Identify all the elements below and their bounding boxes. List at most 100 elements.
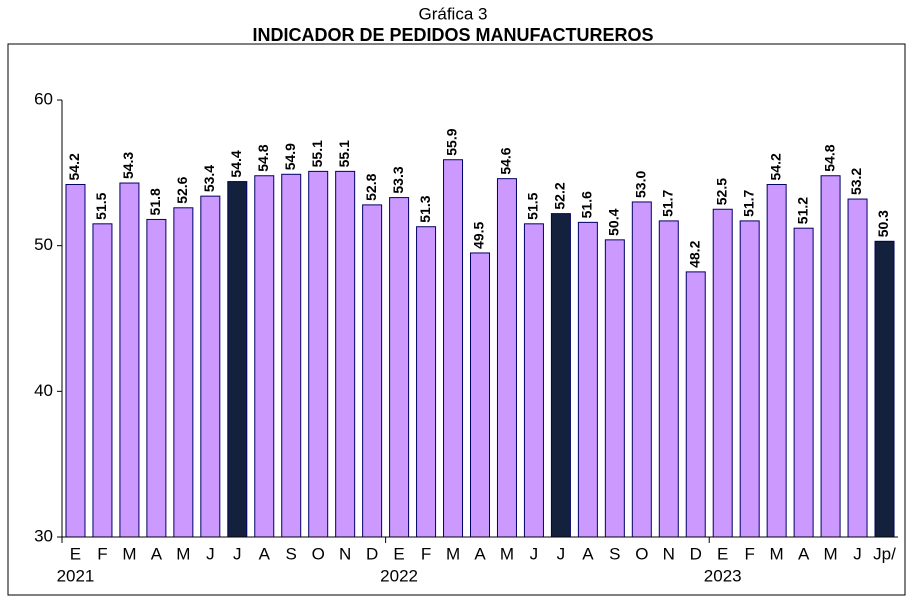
x-tick-label: M <box>122 544 136 563</box>
data-label: 54.8 <box>255 144 271 171</box>
bar <box>281 173 302 538</box>
bar <box>712 208 733 538</box>
x-tick-label: J <box>233 544 242 563</box>
x-tick-label: A <box>798 544 810 563</box>
x-tick-label: E <box>70 544 81 563</box>
data-label: 51.2 <box>794 197 810 224</box>
x-tick-label: A <box>259 544 271 563</box>
bar <box>335 170 356 538</box>
bar <box>496 178 517 538</box>
data-label: 51.6 <box>579 191 595 218</box>
x-tick-label: J <box>853 544 862 563</box>
data-label: 51.5 <box>525 192 541 219</box>
x-tick-label: E <box>393 544 404 563</box>
x-tick-label: S <box>609 544 620 563</box>
data-label: 50.3 <box>875 210 891 237</box>
data-label: 54.6 <box>498 147 514 174</box>
data-label: 52.5 <box>713 178 729 205</box>
bar <box>470 252 490 538</box>
x-tick-label: D <box>366 544 378 563</box>
chart-title: Gráfica 3 <box>419 4 488 23</box>
data-label: 50.4 <box>606 208 622 235</box>
x-tick-label: S <box>286 544 297 563</box>
x-tick-label: J <box>557 544 566 563</box>
data-label: 51.7 <box>740 189 756 216</box>
bar <box>577 221 598 538</box>
x-tick-label: M <box>500 544 514 563</box>
group-label: 2023 <box>704 566 742 585</box>
data-label: 51.8 <box>147 188 163 215</box>
x-tick-label: M <box>176 544 190 563</box>
x-tick-label: N <box>663 544 675 563</box>
x-tick-label: M <box>823 544 837 563</box>
x-tick-label: N <box>339 544 351 563</box>
data-label: 54.9 <box>282 143 298 170</box>
bar <box>173 207 194 538</box>
bar <box>793 227 814 538</box>
bar <box>389 197 410 538</box>
x-tick-label: O <box>312 544 325 563</box>
y-tick-label: 50 <box>34 235 53 254</box>
data-label: 53.2 <box>848 168 864 195</box>
x-tick-label: M <box>446 544 460 563</box>
data-label: 52.8 <box>363 173 379 200</box>
bar <box>227 181 248 538</box>
bar <box>631 201 652 538</box>
bar <box>766 183 787 538</box>
data-label: 55.1 <box>309 140 325 167</box>
x-tick-label: A <box>474 544 486 563</box>
group-label: 2021 <box>57 566 95 585</box>
x-tick-label: O <box>635 544 648 563</box>
bar <box>443 159 464 538</box>
data-label: 52.2 <box>552 182 568 209</box>
chart-frame <box>7 43 906 596</box>
x-tick-label: F <box>97 544 107 563</box>
x-tick-label: E <box>717 544 728 563</box>
bar <box>65 183 86 538</box>
data-label: 48.2 <box>686 240 702 267</box>
x-tick-label: J <box>530 544 539 563</box>
x-tick-label: D <box>690 544 702 563</box>
x-tick-label: A <box>582 544 594 563</box>
bar <box>308 170 329 538</box>
y-tick-label: 60 <box>34 89 53 108</box>
data-label: 53.4 <box>201 165 217 192</box>
bar <box>362 204 383 538</box>
data-label: 53.0 <box>633 171 649 198</box>
y-tick-label: 30 <box>34 526 53 545</box>
x-tick-label: F <box>744 544 754 563</box>
bar <box>658 220 679 538</box>
bar <box>874 240 895 538</box>
bar <box>416 226 437 538</box>
bar <box>604 239 625 538</box>
bar <box>254 175 275 538</box>
data-label: 54.2 <box>66 153 82 180</box>
x-tick-label: J <box>206 544 215 563</box>
bar <box>739 220 760 538</box>
bar <box>847 198 868 538</box>
data-label: 52.6 <box>174 176 190 203</box>
chart-subtitle: INDICADOR DE PEDIDOS MANUFACTUREROS <box>252 25 653 45</box>
x-tick-label: A <box>151 544 163 563</box>
bar <box>550 213 571 538</box>
bar <box>523 223 544 538</box>
data-label: 51.7 <box>659 189 675 216</box>
data-label: 54.8 <box>821 144 837 171</box>
data-label: 55.9 <box>444 128 460 155</box>
data-label: 55.1 <box>336 140 352 167</box>
data-label: 54.2 <box>767 153 783 180</box>
y-tick-label: 40 <box>34 381 53 400</box>
bar <box>685 271 706 538</box>
x-tick-label: M <box>770 544 784 563</box>
x-tick-label: F <box>421 544 431 563</box>
group-label: 2022 <box>380 566 418 585</box>
bar <box>92 223 113 538</box>
data-label: 49.5 <box>471 221 487 248</box>
data-label: 54.3 <box>120 152 136 179</box>
data-label: 53.3 <box>390 166 406 193</box>
data-label: 51.5 <box>93 192 109 219</box>
x-tick-label: Jp/ <box>873 544 896 563</box>
bar <box>200 195 221 538</box>
data-label: 51.3 <box>417 195 433 222</box>
